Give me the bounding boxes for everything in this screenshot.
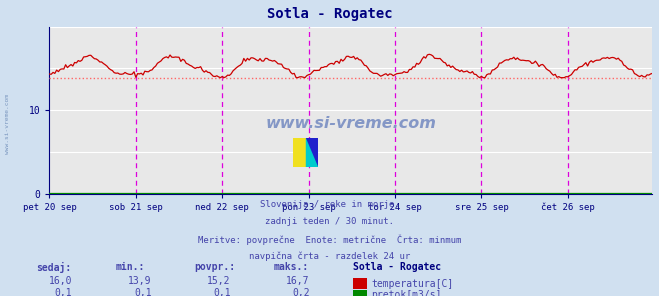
Text: 0,2: 0,2: [292, 288, 310, 296]
Text: 0,1: 0,1: [55, 288, 72, 296]
Text: maks.:: maks.:: [273, 262, 308, 272]
Text: 15,2: 15,2: [207, 276, 231, 286]
Bar: [306, 138, 318, 167]
Text: zadnji teden / 30 minut.: zadnji teden / 30 minut.: [265, 217, 394, 226]
Text: pretok[m3/s]: pretok[m3/s]: [371, 290, 442, 296]
Text: min.:: min.:: [115, 262, 145, 272]
Text: sedaj:: sedaj:: [36, 262, 71, 273]
Bar: [293, 138, 306, 167]
Text: Slovenija / reke in morje.: Slovenija / reke in morje.: [260, 200, 399, 209]
Text: 16,0: 16,0: [49, 276, 72, 286]
Text: navpična črta - razdelek 24 ur: navpična črta - razdelek 24 ur: [249, 251, 410, 261]
Text: www.si-vreme.com: www.si-vreme.com: [266, 116, 436, 131]
Text: 0,1: 0,1: [134, 288, 152, 296]
Text: www.si-vreme.com: www.si-vreme.com: [5, 94, 11, 154]
Text: povpr.:: povpr.:: [194, 262, 235, 272]
Text: Sotla - Rogatec: Sotla - Rogatec: [353, 262, 441, 272]
Text: 16,7: 16,7: [286, 276, 310, 286]
Text: Sotla - Rogatec: Sotla - Rogatec: [267, 7, 392, 21]
Text: 0,1: 0,1: [213, 288, 231, 296]
Text: 13,9: 13,9: [128, 276, 152, 286]
Text: temperatura[C]: temperatura[C]: [371, 279, 453, 289]
Polygon shape: [306, 138, 318, 167]
Text: Meritve: povprečne  Enote: metrične  Črta: minmum: Meritve: povprečne Enote: metrične Črta:…: [198, 234, 461, 244]
